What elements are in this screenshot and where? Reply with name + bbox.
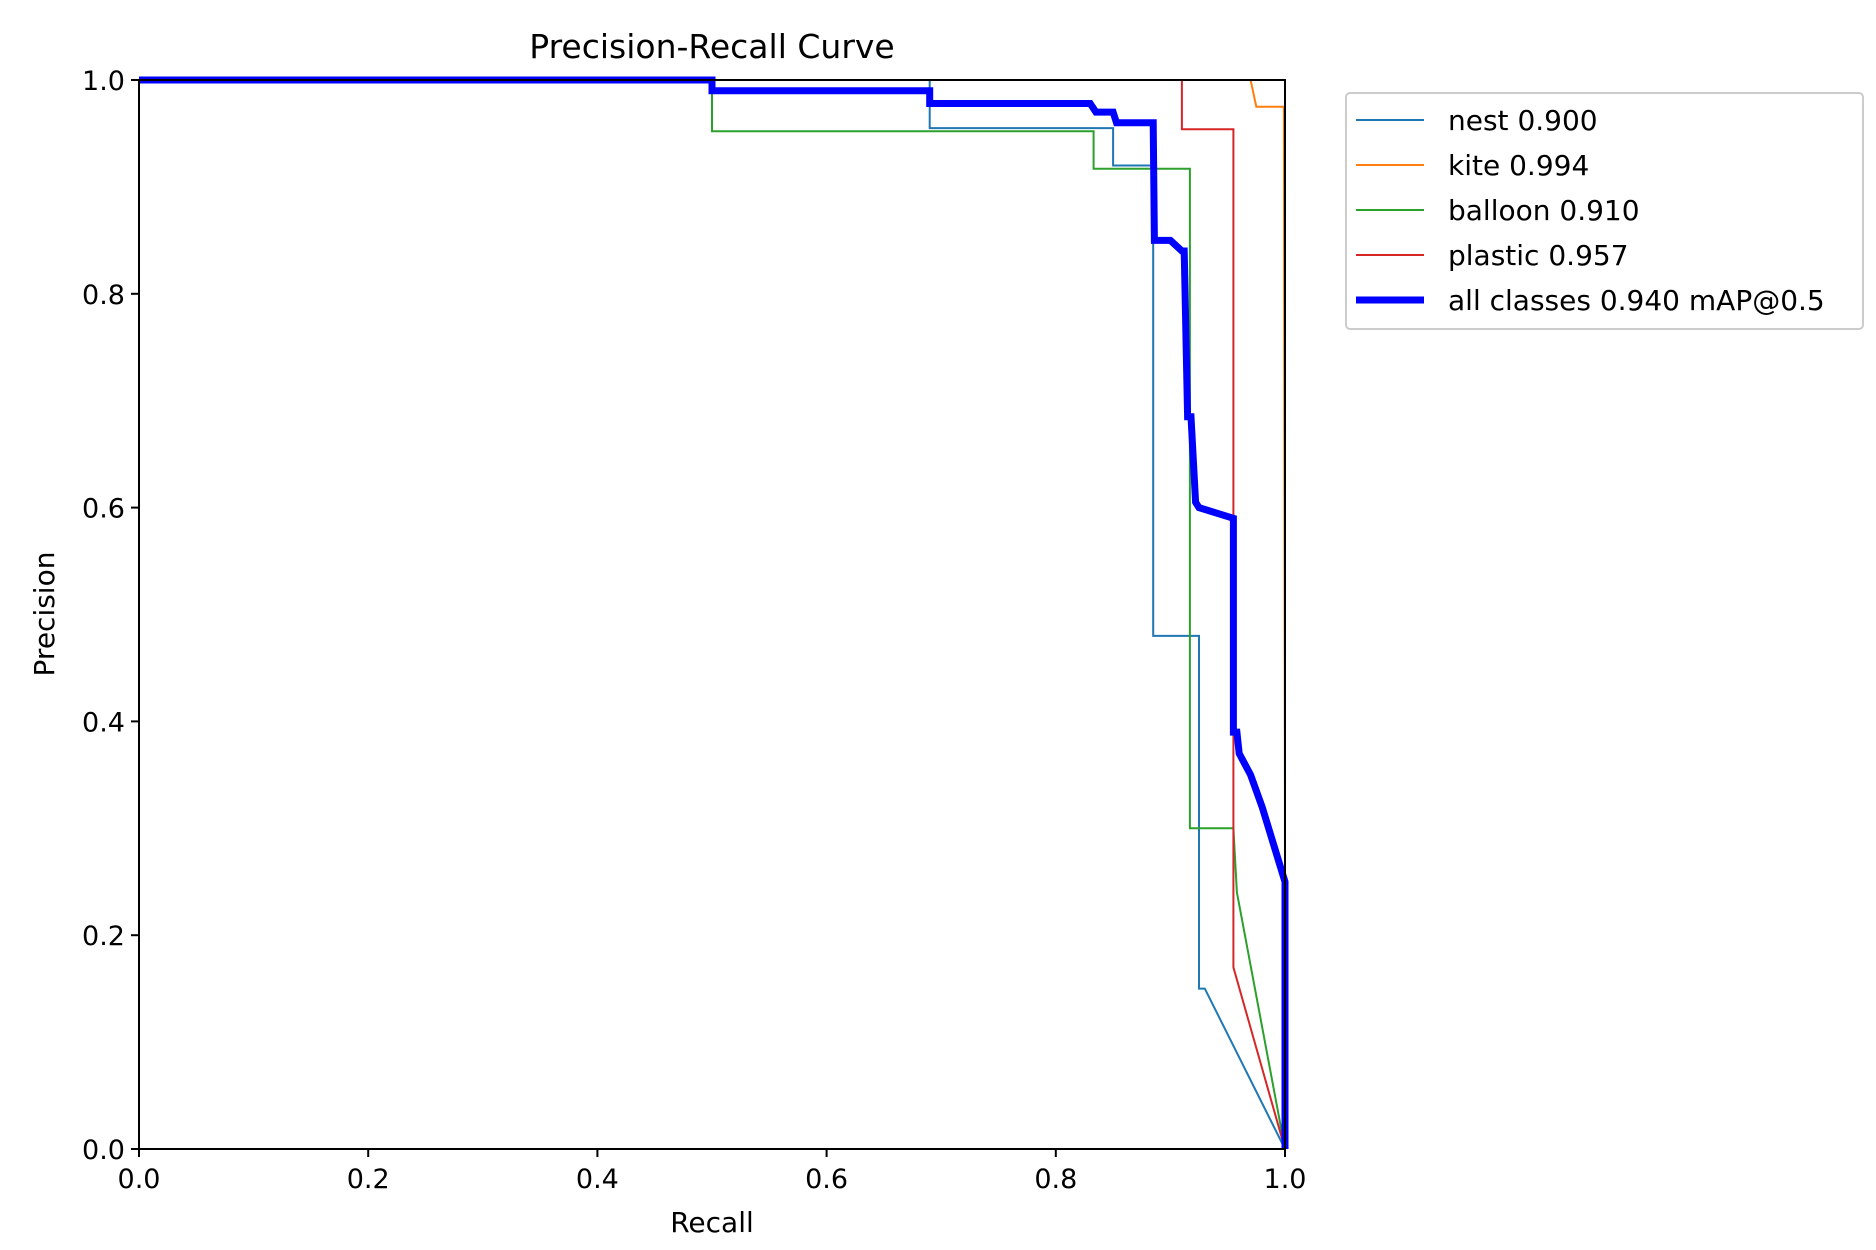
- legend-entries: nest 0.900 kite 0.994 balloon 0.910 plastic…: [1356, 104, 1825, 317]
- legend-label-nest: nest 0.900: [1448, 104, 1598, 137]
- x-tick-label: 0.6: [805, 1164, 848, 1195]
- chart-title: Precision-Recall Curve: [529, 27, 894, 66]
- series-line-balloon: [139, 79, 1286, 1150]
- y-tick-label: 0.4: [82, 707, 125, 738]
- x-axis-label: Recall: [670, 1206, 754, 1239]
- x-tick-label: 0.8: [1034, 1164, 1077, 1195]
- y-axis-label: Precision: [28, 552, 61, 677]
- x-axis-ticks: 0.0 0.2 0.4 0.6 0.8 1.0: [118, 1149, 1307, 1195]
- legend-box: [1345, 92, 1864, 330]
- y-tick-label: 0.0: [82, 1135, 125, 1166]
- y-tick-label: 0.2: [82, 921, 125, 952]
- legend-label-all-classes: all classes 0.940 mAP@0.5: [1448, 284, 1825, 317]
- legend-label-balloon: balloon 0.910: [1448, 194, 1640, 227]
- legend: nest 0.900 kite 0.994 balloon 0.910 plastic…: [1345, 92, 1864, 330]
- y-tick-label: 0.6: [82, 494, 125, 525]
- x-tick-label: 1.0: [1264, 1164, 1307, 1195]
- plot-area-frame: [138, 79, 1286, 1150]
- x-tick-label: 0.2: [347, 1164, 390, 1195]
- x-tick-label: 0.0: [118, 1164, 161, 1195]
- legend-label-plastic: plastic 0.957: [1448, 239, 1629, 272]
- legend-label-kite: kite 0.994: [1448, 149, 1589, 182]
- x-tick-label: 0.4: [576, 1164, 619, 1195]
- y-axis-ticks: 0.0 0.2 0.4 0.6 0.8 1.0: [82, 66, 139, 1166]
- y-tick-label: 1.0: [82, 66, 125, 97]
- series-line-all-classes: [139, 76, 1289, 1149]
- y-tick-label: 0.8: [82, 280, 125, 311]
